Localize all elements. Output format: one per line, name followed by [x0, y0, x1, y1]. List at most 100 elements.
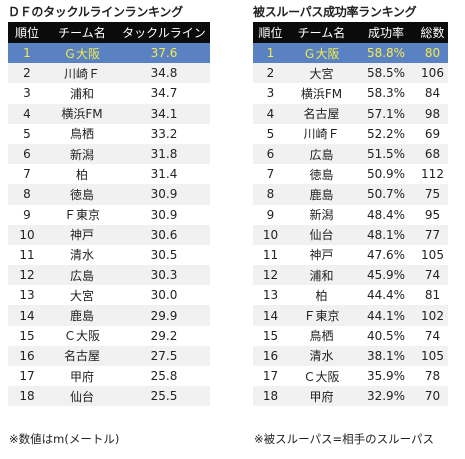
rank-cell: 14: [253, 305, 288, 326]
tackle-line-cell: 29.9: [118, 305, 210, 326]
team-cell: 鹿島: [288, 184, 355, 205]
success-rate-cell: 38.1%: [355, 345, 417, 366]
rank-cell: 1: [253, 43, 288, 64]
table-row: 17 Ｃ大阪 35.9% 78: [253, 366, 448, 387]
team-cell: 甲府: [46, 366, 118, 387]
success-rate-cell: 45.9%: [355, 265, 417, 286]
column-header-success-rate: 成功率: [355, 22, 417, 43]
table-row: 14 Ｆ東京 44.1% 102: [253, 305, 448, 326]
success-rate-cell: 52.2%: [355, 123, 417, 144]
rank-cell: 11: [8, 244, 46, 266]
rank-cell: 13: [253, 285, 288, 306]
rank-cell: 10: [8, 224, 46, 245]
table-row: 7 柏 31.4: [8, 164, 210, 185]
table-header-row: 順位 チーム名 成功率 総数: [253, 22, 448, 43]
table-row: 3 浦和 34.7: [8, 83, 210, 104]
total-cell: 68: [417, 143, 448, 165]
team-cell: 広島: [46, 265, 118, 286]
team-cell: 仙台: [288, 224, 355, 245]
success-rate-cell: 35.9%: [355, 366, 417, 387]
rank-cell: 15: [8, 325, 46, 346]
table-row: 14 鹿島 29.9: [8, 305, 210, 326]
team-cell: 徳島: [46, 184, 118, 205]
tackle-line-cell: 30.0: [118, 285, 210, 306]
total-cell: 105: [417, 345, 448, 366]
team-cell: 名古屋: [288, 103, 355, 124]
rank-cell: 8: [8, 184, 46, 205]
rank-cell: 1: [8, 43, 46, 64]
rank-cell: 14: [8, 305, 46, 326]
table-row: 2 大宮 58.5% 106: [253, 63, 448, 84]
column-header-total: 総数: [417, 22, 448, 43]
table-row: 6 広島 51.5% 68: [253, 143, 448, 165]
rank-cell: 12: [253, 265, 288, 286]
column-header-rank: 順位: [8, 22, 46, 43]
total-cell: 81: [417, 285, 448, 306]
table-row: 7 徳島 50.9% 112: [253, 164, 448, 185]
total-cell: 105: [417, 244, 448, 266]
through-pass-ranking-table: 順位 チーム名 成功率 総数 1 Ｇ大阪 58.8% 80 2 大宮 58.5% 106 3 横浜…: [253, 22, 448, 407]
rank-cell: 6: [8, 143, 46, 165]
table-row: 8 鹿島 50.7% 75: [253, 184, 448, 205]
tackle-line-cell: 25.5: [118, 386, 210, 407]
team-cell: 徳島: [288, 164, 355, 185]
team-cell: Ｃ大阪: [46, 325, 118, 346]
table-row: 12 浦和 45.9% 74: [253, 265, 448, 286]
column-header-tackle-line: タックルライン: [118, 22, 210, 43]
table-row: 6 新潟 31.8: [8, 143, 210, 165]
team-cell: 川崎Ｆ: [288, 123, 355, 144]
rank-cell: 7: [253, 164, 288, 185]
table-row: 1 Ｇ大阪 37.6: [8, 43, 210, 64]
rank-cell: 2: [253, 63, 288, 84]
table-row: 8 徳島 30.9: [8, 184, 210, 205]
success-rate-cell: 58.3%: [355, 83, 417, 104]
rank-cell: 7: [8, 164, 46, 185]
success-rate-cell: 32.9%: [355, 386, 417, 407]
table-row: 11 清水 30.5: [8, 244, 210, 266]
total-cell: 102: [417, 305, 448, 326]
rank-cell: 17: [253, 366, 288, 387]
team-cell: Ｆ東京: [46, 204, 118, 225]
team-cell: Ｆ東京: [288, 305, 355, 326]
team-cell: Ｇ大阪: [288, 43, 355, 64]
team-cell: 新潟: [46, 143, 118, 165]
team-cell: 清水: [288, 345, 355, 366]
table-row: 18 甲府 32.9% 70: [253, 386, 448, 407]
rank-cell: 16: [8, 345, 46, 366]
table-row: 10 仙台 48.1% 77: [253, 224, 448, 245]
total-cell: 77: [417, 224, 448, 245]
success-rate-cell: 58.8%: [355, 43, 417, 64]
team-cell: 横浜FM: [288, 83, 355, 104]
success-rate-cell: 44.4%: [355, 285, 417, 306]
tackle-line-cell: 34.1: [118, 103, 210, 124]
total-cell: 74: [417, 265, 448, 286]
table-row: 4 名古屋 57.1% 98: [253, 103, 448, 124]
total-cell: 70: [417, 386, 448, 407]
team-cell: 柏: [46, 164, 118, 185]
rank-cell: 9: [8, 204, 46, 225]
table-row: 15 鳥栖 40.5% 74: [253, 325, 448, 346]
team-cell: Ｇ大阪: [46, 43, 118, 64]
total-cell: 95: [417, 204, 448, 225]
total-cell: 80: [417, 43, 448, 64]
table-row: 16 名古屋 27.5: [8, 345, 210, 366]
rank-cell: 5: [8, 123, 46, 144]
rank-cell: 6: [253, 143, 288, 165]
through-pass-ranking-title: 被スルーパス成功率ランキング: [253, 5, 417, 19]
rank-cell: 2: [8, 63, 46, 84]
tackle-line-cell: 29.2: [118, 325, 210, 346]
tackle-line-cell: 30.9: [118, 204, 210, 225]
rank-cell: 16: [253, 345, 288, 366]
table-row: 2 川崎Ｆ 34.8: [8, 63, 210, 84]
table-row: 13 大宮 30.0: [8, 285, 210, 306]
team-cell: 柏: [288, 285, 355, 306]
tackle-line-cell: 30.9: [118, 184, 210, 205]
tackle-line-cell: 31.8: [118, 143, 210, 165]
team-cell: 名古屋: [46, 345, 118, 366]
tackle-line-cell: 34.7: [118, 83, 210, 104]
team-cell: 大宮: [46, 285, 118, 306]
table-row: 5 鳥栖 33.2: [8, 123, 210, 144]
tackle-line-cell: 25.8: [118, 366, 210, 387]
team-cell: 浦和: [46, 83, 118, 104]
table-row: 4 横浜FM 34.1: [8, 103, 210, 124]
